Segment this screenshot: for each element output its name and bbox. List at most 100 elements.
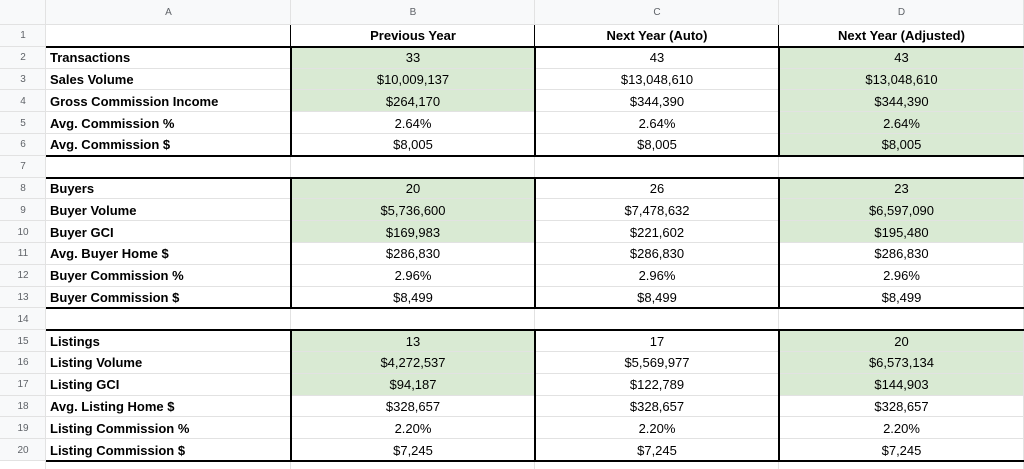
cell-d5[interactable]: 2.64%: [779, 112, 1024, 134]
cell-a10[interactable]: Buyer GCI: [50, 224, 114, 240]
row-header-19[interactable]: 19: [0, 417, 46, 440]
cell-d4[interactable]: $344,390: [779, 90, 1024, 113]
cell-c9[interactable]: $7,478,632: [624, 202, 690, 218]
cell-a6[interactable]: Avg. Commission $: [50, 137, 171, 153]
row-header-17[interactable]: 17: [0, 373, 46, 396]
cell-c11[interactable]: $286,830: [629, 246, 685, 262]
cell-d18[interactable]: $328,657: [874, 398, 929, 414]
cell-b17[interactable]: $94,187: [291, 373, 535, 396]
cell-d3[interactable]: $13,048,610: [779, 68, 1024, 91]
cell-d16[interactable]: $6,573,134: [779, 352, 1024, 374]
cell-d10[interactable]: $195,480: [779, 221, 1024, 243]
cell-a20[interactable]: Listing Commission $: [50, 442, 186, 458]
cell-d14[interactable]: [779, 308, 1024, 330]
cell-a3[interactable]: Sales Volume: [50, 71, 134, 87]
cell-c18[interactable]: $328,657: [629, 398, 685, 414]
cell-a14[interactable]: [46, 308, 291, 330]
select-all-corner[interactable]: [0, 0, 46, 25]
cell-c7[interactable]: [535, 156, 779, 178]
cell-c6[interactable]: $8,005: [637, 137, 677, 153]
cell-b12[interactable]: 2.96%: [394, 268, 432, 284]
row-header-11[interactable]: 11: [0, 243, 46, 265]
cell-b6[interactable]: $8,005: [393, 137, 433, 153]
cell-c10[interactable]: $221,602: [629, 224, 685, 240]
row-header-13[interactable]: 13: [0, 286, 46, 309]
cell-d19[interactable]: 2.20%: [883, 420, 920, 436]
cell-c1[interactable]: Next Year (Auto): [606, 28, 708, 44]
cell-c12[interactable]: 2.96%: [638, 268, 676, 284]
cell-d15[interactable]: 20: [779, 330, 1024, 352]
cell-a2[interactable]: Transactions: [50, 50, 131, 66]
column-header-a[interactable]: A: [46, 0, 291, 25]
cell-d8[interactable]: 23: [779, 177, 1024, 200]
cell-b3[interactable]: $10,009,137: [291, 68, 535, 91]
row-header-3[interactable]: 3: [0, 68, 46, 91]
cell-b2[interactable]: 33: [291, 46, 535, 69]
cell-c4[interactable]: $344,390: [629, 93, 685, 109]
cell-d9[interactable]: $6,597,090: [779, 199, 1024, 222]
cell-c2[interactable]: 43: [649, 50, 665, 66]
cell-a1[interactable]: [46, 25, 291, 47]
cell-d2[interactable]: 43: [779, 46, 1024, 69]
row-header-4[interactable]: 4: [0, 90, 46, 113]
cell-b13[interactable]: $8,499: [393, 289, 433, 305]
cell-a7[interactable]: [46, 156, 291, 178]
cell-a9[interactable]: Buyer Volume: [50, 202, 137, 218]
cell-a8[interactable]: Buyers: [50, 180, 95, 196]
cell-b8[interactable]: 20: [291, 177, 535, 200]
row-header-16[interactable]: 16: [0, 352, 46, 374]
cell-a4[interactable]: Gross Commission Income: [50, 93, 219, 109]
cell-a12[interactable]: Buyer Commission %: [50, 268, 184, 284]
row-header-6[interactable]: 6: [0, 134, 46, 156]
cell-a11[interactable]: Avg. Buyer Home $: [50, 246, 169, 262]
row-header-18[interactable]: 18: [0, 395, 46, 418]
cell-b9[interactable]: $5,736,600: [291, 199, 535, 222]
row-header-2[interactable]: 2: [0, 46, 46, 69]
row-header-15[interactable]: 15: [0, 330, 46, 352]
cell-b7[interactable]: [291, 156, 535, 178]
cell-c8[interactable]: 26: [649, 180, 665, 196]
row-header-20[interactable]: 20: [0, 439, 46, 461]
cell-a15[interactable]: Listings: [50, 333, 100, 349]
cell-b15[interactable]: 13: [291, 330, 535, 352]
cell-a16[interactable]: Listing Volume: [50, 355, 143, 371]
column-header-c[interactable]: C: [535, 0, 779, 25]
cell-d12[interactable]: 2.96%: [883, 268, 920, 284]
cell-c13[interactable]: $8,499: [637, 289, 677, 305]
cell-c14[interactable]: [535, 308, 779, 330]
row-header-8[interactable]: 8: [0, 177, 46, 200]
cell-d11[interactable]: $286,830: [874, 246, 929, 262]
row-header-1[interactable]: 1: [0, 25, 46, 47]
column-header-b[interactable]: B: [291, 0, 535, 25]
cell-c20[interactable]: $7,245: [637, 442, 677, 458]
cell-b19[interactable]: 2.20%: [394, 420, 432, 436]
cell-d1[interactable]: Next Year (Adjusted): [838, 28, 965, 44]
cell-d6[interactable]: $8,005: [779, 134, 1024, 156]
cell-b10[interactable]: $169,983: [291, 221, 535, 243]
cell-a13[interactable]: Buyer Commission $: [50, 289, 180, 305]
cell-c17[interactable]: $122,789: [629, 377, 685, 393]
row-header-12[interactable]: 12: [0, 264, 46, 287]
cell-b18[interactable]: $328,657: [385, 398, 441, 414]
cell-b4[interactable]: $264,170: [291, 90, 535, 113]
cell-a17[interactable]: Listing GCI: [50, 377, 120, 393]
row-header-7[interactable]: 7: [0, 155, 46, 178]
cell-c3[interactable]: $13,048,610: [620, 71, 694, 87]
cell-d13[interactable]: $8,499: [881, 289, 922, 305]
cell-b11[interactable]: $286,830: [385, 246, 441, 262]
cell-c16[interactable]: $5,569,977: [624, 355, 690, 371]
cell-c5[interactable]: 2.64%: [638, 115, 676, 131]
cell-a18[interactable]: Avg. Listing Home $: [50, 398, 175, 414]
cell-b14[interactable]: [291, 308, 535, 330]
cell-b5[interactable]: 2.64%: [394, 115, 432, 131]
cell-b20[interactable]: $7,245: [393, 442, 433, 458]
cell-a5[interactable]: Avg. Commission %: [50, 115, 175, 131]
cell-a19[interactable]: Listing Commission %: [50, 420, 190, 436]
column-header-d[interactable]: D: [779, 0, 1024, 25]
cell-c19[interactable]: 2.20%: [638, 420, 676, 436]
row-header-10[interactable]: 10: [0, 221, 46, 243]
cell-b16[interactable]: $4,272,537: [291, 352, 535, 374]
cell-d17[interactable]: $144,903: [779, 373, 1024, 396]
cell-c15[interactable]: 17: [649, 333, 665, 349]
cell-d7[interactable]: [779, 156, 1024, 178]
